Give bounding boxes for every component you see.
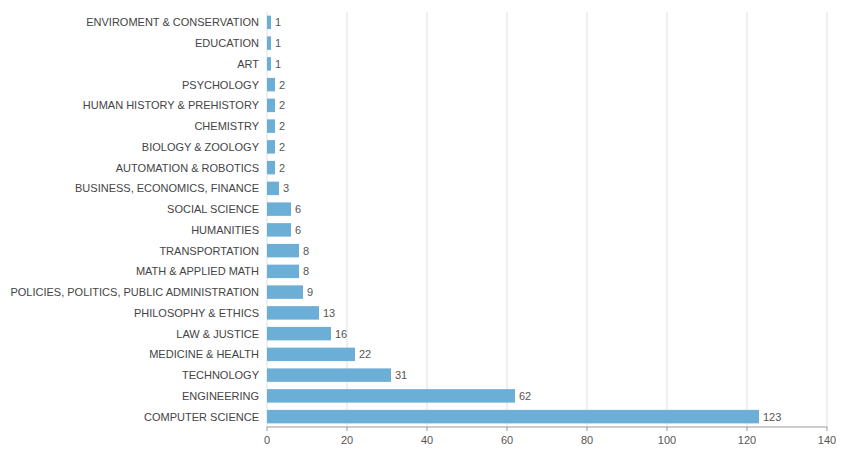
bar bbox=[267, 182, 279, 195]
tick-mark bbox=[667, 427, 668, 431]
data-label: 31 bbox=[395, 369, 407, 381]
grid bbox=[267, 12, 827, 427]
data-labels: 111222223668891316223162123 bbox=[275, 16, 781, 422]
grid-line bbox=[827, 12, 828, 427]
grid-line bbox=[667, 12, 668, 427]
bar bbox=[267, 265, 299, 278]
category-label: LAW & JUSTICE bbox=[176, 328, 259, 340]
x-axis: 0 20 40 60 80 100 120 140 bbox=[264, 427, 836, 446]
tick-label: 80 bbox=[581, 434, 593, 446]
chart: ENVIROMENT & CONSERVATION EDUCATION ART PSY… bbox=[0, 0, 861, 459]
bar bbox=[267, 410, 759, 423]
category-label: PSYCHOLOGY bbox=[182, 79, 260, 91]
bar bbox=[267, 348, 355, 361]
data-label: 8 bbox=[303, 265, 309, 277]
bar bbox=[267, 57, 271, 70]
data-label: 9 bbox=[307, 286, 313, 298]
tick-label: 100 bbox=[658, 434, 676, 446]
data-label: 3 bbox=[283, 182, 289, 194]
bar bbox=[267, 119, 275, 132]
bar bbox=[267, 368, 391, 381]
tick-label: 0 bbox=[264, 434, 270, 446]
bar bbox=[267, 36, 271, 49]
category-label: AUTOMATION & ROBOTICS bbox=[116, 162, 259, 174]
category-label: BIOLOGY & ZOOLOGY bbox=[142, 141, 260, 153]
bar bbox=[267, 161, 275, 174]
grid-line bbox=[267, 12, 268, 427]
data-label: 1 bbox=[275, 58, 281, 70]
tick-mark bbox=[587, 427, 588, 431]
page: {"chart_data": {"type": "bar", "orientat… bbox=[0, 0, 861, 459]
grid-line bbox=[587, 12, 588, 427]
bar bbox=[267, 99, 275, 112]
tick-label: 20 bbox=[341, 434, 353, 446]
tick-label: 120 bbox=[738, 434, 756, 446]
category-label: BUSINESS, ECONOMICS, FINANCE bbox=[75, 182, 259, 194]
bar bbox=[267, 389, 515, 402]
category-label: TRANSPORTATION bbox=[159, 245, 259, 257]
tick-mark bbox=[427, 427, 428, 431]
data-label: 1 bbox=[275, 37, 281, 49]
data-label: 22 bbox=[359, 348, 371, 360]
y-axis-labels: ENVIROMENT & CONSERVATION EDUCATION ART PSY… bbox=[10, 16, 259, 422]
data-label: 2 bbox=[279, 162, 285, 174]
data-label: 13 bbox=[323, 307, 335, 319]
category-label: HUMANITIES bbox=[191, 224, 259, 236]
category-label: ENGINEERING bbox=[182, 390, 259, 402]
bar bbox=[267, 78, 275, 91]
data-label: 2 bbox=[279, 141, 285, 153]
category-label: ART bbox=[237, 58, 259, 70]
category-label: HUMAN HISTORY & PREHISTORY bbox=[83, 99, 260, 111]
category-label: SOCIAL SCIENCE bbox=[167, 203, 259, 215]
tick-mark bbox=[827, 427, 828, 431]
bar bbox=[267, 140, 275, 153]
x-axis-line bbox=[267, 427, 827, 428]
bar bbox=[267, 327, 331, 340]
tick-mark bbox=[507, 427, 508, 431]
category-label: ENVIROMENT & CONSERVATION bbox=[86, 16, 259, 28]
bar bbox=[267, 223, 291, 236]
grid-line bbox=[747, 12, 748, 427]
data-label: 2 bbox=[279, 99, 285, 111]
category-label: EDUCATION bbox=[195, 37, 259, 49]
bars bbox=[267, 16, 759, 424]
data-label: 16 bbox=[335, 328, 347, 340]
tick-label: 60 bbox=[501, 434, 513, 446]
grid-line bbox=[427, 12, 428, 427]
data-label: 6 bbox=[295, 224, 301, 236]
bar bbox=[267, 16, 271, 29]
category-label: PHILOSOPHY & ETHICS bbox=[134, 307, 259, 319]
data-label: 1 bbox=[275, 16, 281, 28]
data-label: 8 bbox=[303, 245, 309, 257]
tick-mark bbox=[267, 427, 268, 431]
data-label: 2 bbox=[279, 79, 285, 91]
data-label: 6 bbox=[295, 203, 301, 215]
bar bbox=[267, 244, 299, 257]
data-label: 62 bbox=[519, 390, 531, 402]
grid-line bbox=[347, 12, 348, 427]
bar bbox=[267, 202, 291, 215]
grid-line bbox=[507, 12, 508, 427]
tick-label: 40 bbox=[421, 434, 433, 446]
tick-mark bbox=[747, 427, 748, 431]
data-label: 123 bbox=[763, 411, 781, 423]
bar bbox=[267, 285, 303, 298]
category-label: MEDICINE & HEALTH bbox=[149, 348, 259, 360]
tick-mark bbox=[347, 427, 348, 431]
category-label: POLICIES, POLITICS, PUBLIC ADMINISTRATIO… bbox=[10, 286, 259, 298]
tick-label: 140 bbox=[818, 434, 836, 446]
bar bbox=[267, 306, 319, 319]
category-label: TECHNOLOGY bbox=[182, 369, 260, 381]
category-label: MATH & APPLIED MATH bbox=[136, 265, 259, 277]
category-label: COMPUTER SCIENCE bbox=[144, 411, 259, 423]
category-label: CHEMISTRY bbox=[194, 120, 259, 132]
data-label: 2 bbox=[279, 120, 285, 132]
